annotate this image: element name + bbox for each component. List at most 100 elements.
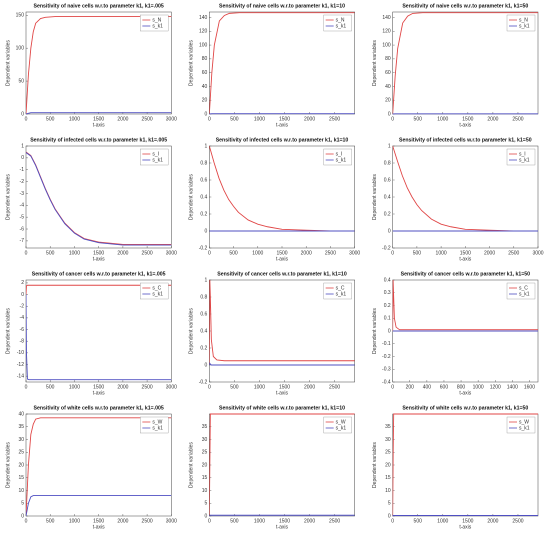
panel: Sensitivity of cancer cells w.r.to param… (5, 271, 177, 396)
x-tick-label: 2000 (487, 518, 498, 524)
x-tick-label: 200 (406, 384, 415, 390)
y-tick-label: 0 (388, 513, 391, 519)
data-line (392, 515, 538, 517)
data-area (26, 16, 172, 115)
y-tick-label: 40 (202, 84, 208, 90)
data-line (392, 413, 538, 517)
x-tick-label: 2500 (512, 116, 523, 122)
x-axis-label: t-axis (93, 256, 105, 262)
y-tick-label: 0 (388, 328, 391, 334)
x-tick-label: 0 (391, 384, 394, 390)
legend-label: s_I (519, 151, 526, 157)
panel: Sensitivity of naive cells w.r.to parame… (5, 3, 177, 128)
x-tick-label: 2000 (304, 116, 315, 122)
y-tick-label: 0 (21, 292, 24, 298)
y-tick-label: 5 (21, 501, 24, 507)
chart-title: Sensitivity of infected cells w.r.to par… (399, 137, 532, 143)
legend-box (140, 282, 169, 300)
y-axis-label: Dependent variables (372, 174, 378, 220)
x-tick-label: 2500 (142, 384, 153, 390)
y-tick-label: -0.2 (199, 379, 208, 385)
data-area (209, 145, 355, 232)
y-axis-label: Dependent variables (189, 174, 195, 220)
x-tick-label: 2500 (142, 250, 153, 256)
legend-box (506, 416, 536, 434)
x-tick-label: 2000 (117, 250, 128, 256)
panel: Sensitivity of white cells w.r.to parame… (372, 405, 539, 530)
x-tick-label: 2000 (304, 384, 315, 390)
y-tick-label: -0.3 (382, 367, 391, 373)
x-tick-label: 500 (414, 518, 423, 524)
x-tick-label: 0 (25, 384, 28, 390)
chart-title: Sensitivity of cancer cells w.r.to param… (32, 271, 166, 277)
y-tick-label: 25 (18, 450, 24, 456)
data-area (392, 279, 538, 332)
x-tick-label: 2000 (117, 384, 128, 390)
data-line (26, 152, 172, 246)
x-tick-label: 500 (230, 384, 239, 390)
data-area (26, 151, 172, 246)
x-tick-label: 3000 (166, 384, 177, 390)
y-tick-label: -6 (20, 226, 25, 232)
x-tick-label: 2000 (117, 116, 128, 122)
legend-label: s_k1 (152, 425, 163, 431)
y-tick-label: 0 (21, 111, 24, 117)
x-tick-label: 2000 (301, 250, 312, 256)
data-area (392, 413, 538, 517)
x-tick-label: 0 (391, 518, 394, 524)
y-tick-label: -0.1 (382, 341, 391, 347)
x-tick-label: 2000 (487, 116, 498, 122)
x-tick-label: 400 (423, 384, 432, 390)
chart-title: Sensitivity of naive cells w.r.to parame… (402, 3, 528, 9)
y-tick-label: -7 (20, 238, 25, 244)
legend-label: s_N (152, 17, 161, 23)
chart-title: Sensitivity of white cells w.r.to parame… (34, 405, 164, 411)
x-axis-label: t-axis (276, 256, 288, 262)
y-tick-label: -2 (20, 304, 25, 310)
x-axis-label: t-axis (93, 390, 105, 396)
legend-box (140, 148, 169, 166)
data-line (392, 12, 538, 115)
legend-box (140, 14, 169, 32)
y-tick-label: 1 (21, 143, 24, 149)
x-tick-label: 0 (208, 116, 211, 122)
legend-label: s_k1 (152, 157, 163, 163)
panel: Sensitivity of cancer cells w.r.to param… (372, 271, 539, 396)
x-tick-label: 1500 (279, 384, 290, 390)
legend-box (140, 416, 169, 434)
y-axis-label: Dependent variables (372, 40, 378, 86)
x-tick-label: 1500 (276, 250, 287, 256)
x-axis-label: t-axis (459, 524, 471, 530)
panel: Sensitivity of infected cells w.r.to par… (372, 137, 544, 262)
chart-title: Sensitivity of cancer cells w.r.to param… (217, 271, 347, 277)
x-tick-label: 600 (440, 384, 449, 390)
x-tick-label: 2500 (142, 518, 153, 524)
x-tick-label: 1000 (69, 518, 80, 524)
y-axis-label: Dependent variables (189, 40, 195, 86)
x-axis-label: t-axis (276, 122, 288, 128)
y-tick-label: 0.6 (200, 311, 207, 317)
y-tick-label: 120 (382, 29, 391, 35)
x-tick-label: 2000 (304, 518, 315, 524)
y-tick-label: 0.2 (384, 303, 391, 309)
y-tick-label: 50 (18, 78, 24, 84)
legend-label: s_I (152, 151, 159, 157)
y-tick-label: 20 (202, 98, 208, 104)
legend-box (506, 148, 536, 166)
x-tick-label: 500 (413, 250, 422, 256)
x-tick-label: 1000 (69, 384, 80, 390)
y-tick-label: 20 (202, 462, 208, 468)
y-axis-label: Dependent variables (5, 442, 11, 488)
y-tick-label: 150 (16, 13, 25, 19)
x-tick-label: 0 (208, 518, 211, 524)
legend-label: s_C (152, 285, 161, 291)
x-tick-label: 1000 (69, 116, 80, 122)
panel: Sensitivity of cancer cells w.r.to param… (189, 271, 355, 396)
x-tick-label: 1500 (93, 518, 104, 524)
y-axis-label: Dependent variables (372, 442, 378, 488)
panel: Sensitivity of white cells w.r.to parame… (189, 405, 355, 530)
x-tick-label: 0 (25, 250, 28, 256)
y-tick-label: 15 (385, 475, 391, 481)
x-tick-label: 0 (25, 518, 28, 524)
y-tick-label: 120 (199, 29, 208, 35)
